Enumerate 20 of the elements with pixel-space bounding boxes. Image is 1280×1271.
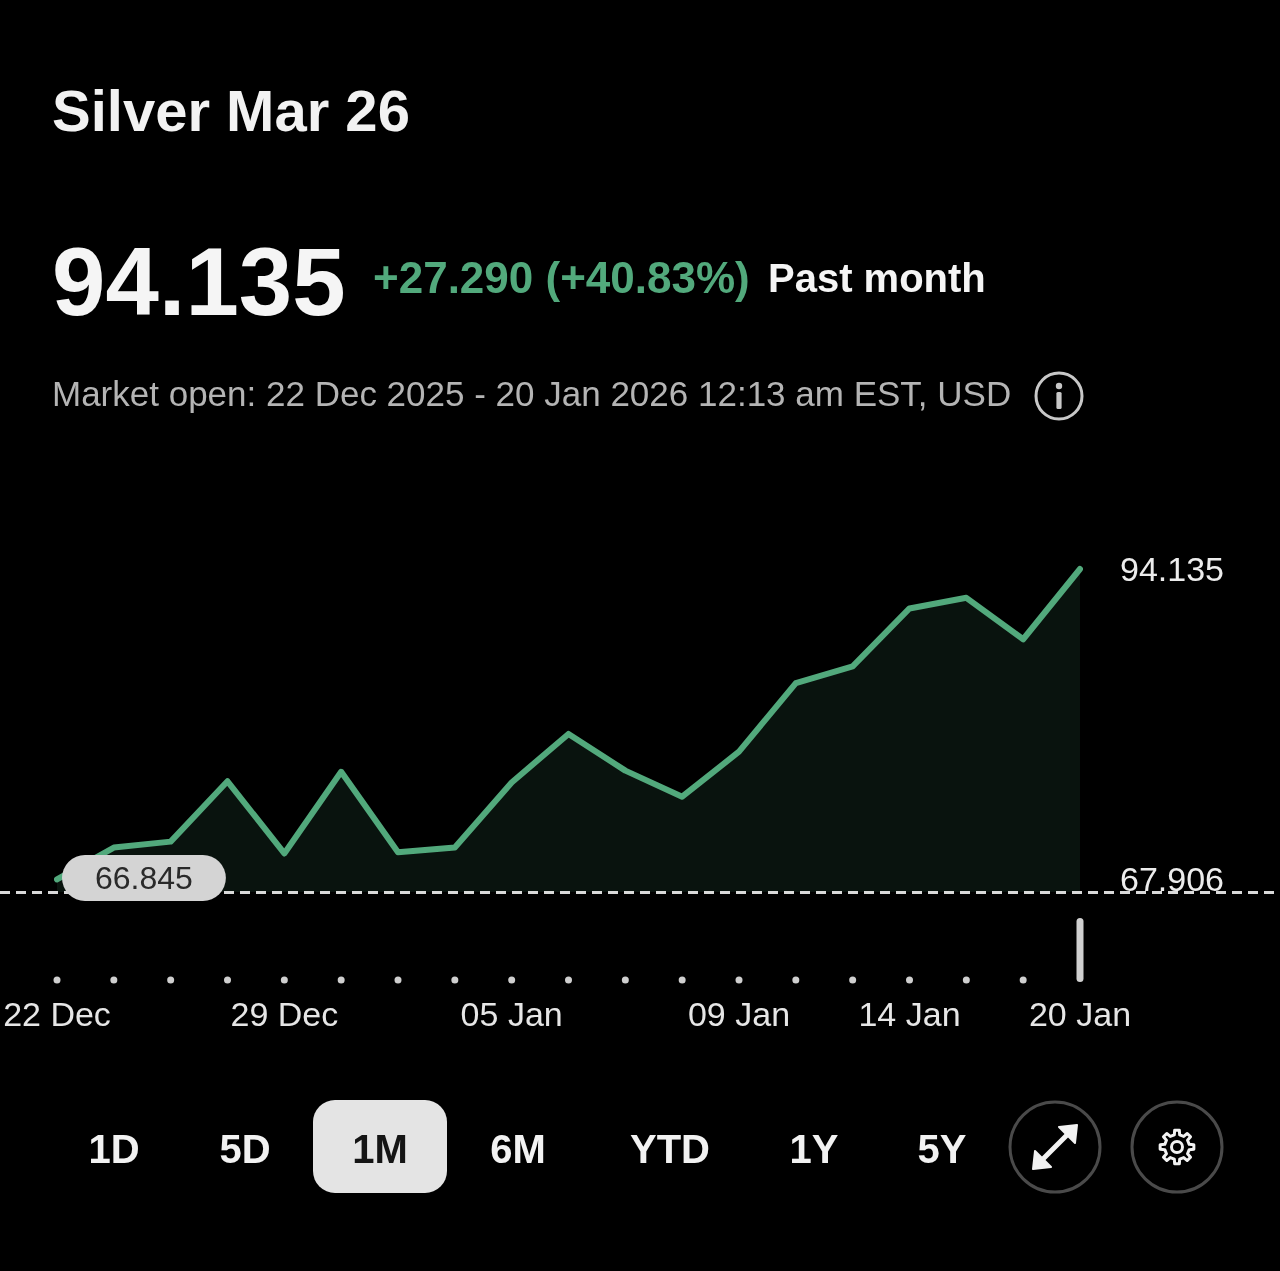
text: 5Y <box>917 1127 967 1171</box>
x-tick-label: 22 Dec <box>3 995 111 1033</box>
text: 1M <box>352 1127 408 1171</box>
x-tick-label: 20 Jan <box>1028 995 1132 1033</box>
text: +27.290 (+40.83%) <box>373 253 750 302</box>
text: 6M <box>490 1127 546 1171</box>
x-tick-label: 29 Dec <box>230 995 339 1033</box>
text: 1Y <box>789 1127 839 1171</box>
chart-title: Silver Mar 26 <box>52 78 410 143</box>
text: 1D <box>88 1127 140 1171</box>
text: Past month <box>768 256 986 300</box>
x-tick-label: 14 Jan <box>858 995 961 1033</box>
text: 94.135 <box>52 228 346 335</box>
chart-subtitle: Market open: 22 Dec 2025 - 20 Jan 2026 12:13 am EST, USD <box>52 374 1012 413</box>
x-tick-label: 05 Jan <box>460 995 563 1033</box>
ref-line-label: 66.845 <box>95 860 193 896</box>
y-tick-label: 67.906 <box>1120 860 1224 899</box>
text: 5D <box>219 1127 271 1171</box>
x-tick-label: 09 Jan <box>687 995 791 1033</box>
text: YTD <box>630 1127 710 1171</box>
